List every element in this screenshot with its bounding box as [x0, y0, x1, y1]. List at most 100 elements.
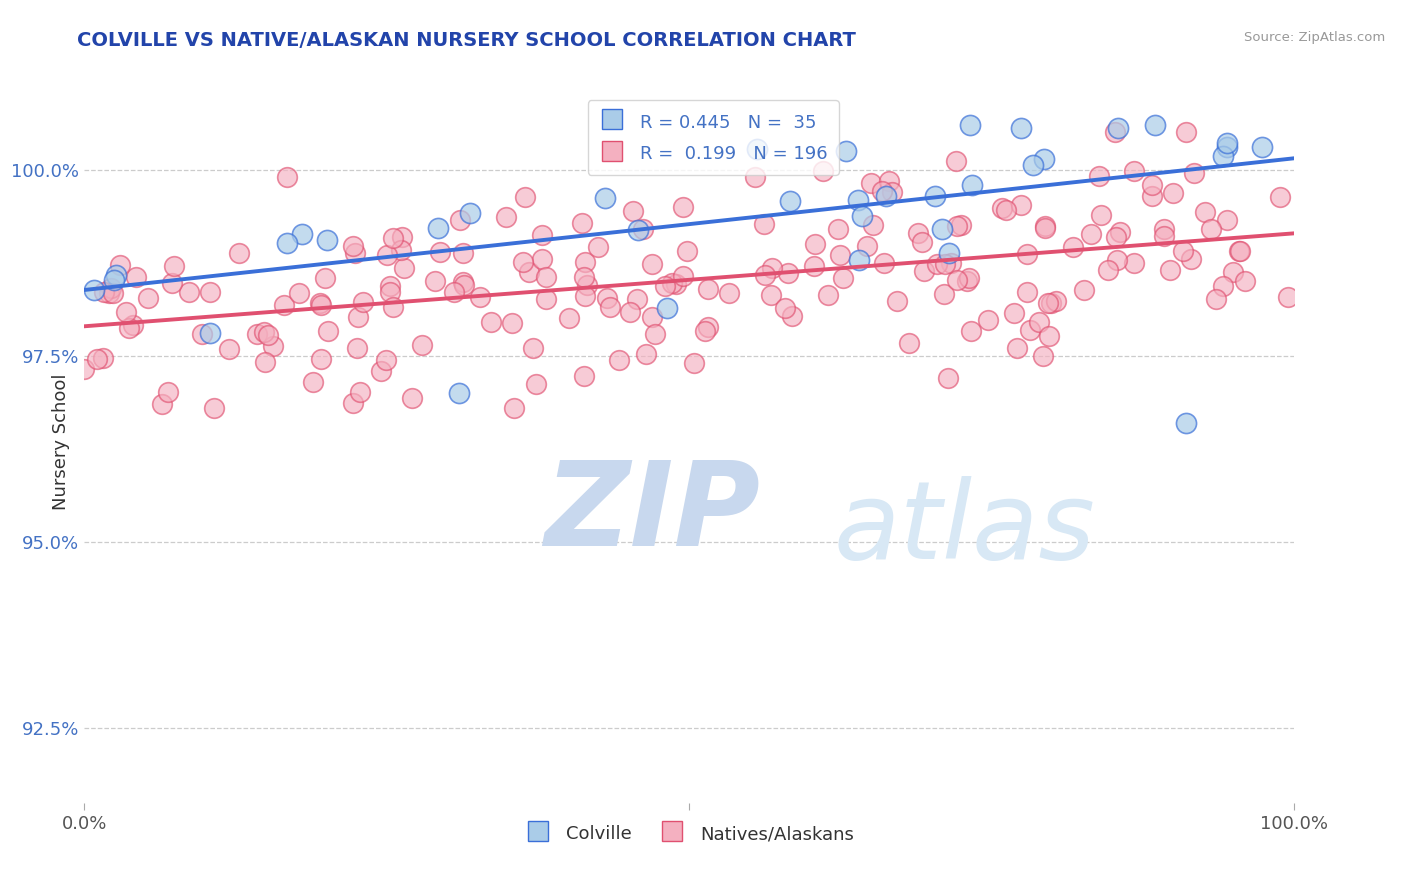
Point	[607, 352, 630, 367]
Point	[1033, 219, 1056, 234]
Point	[927, 257, 949, 271]
Point	[479, 315, 502, 329]
Point	[163, 259, 186, 273]
Point	[347, 310, 370, 325]
Text: COLVILLE VS NATIVE/ALASKAN NURSERY SCHOOL CORRELATION CHART: COLVILLE VS NATIVE/ALASKAN NURSERY SCHOO…	[77, 31, 856, 50]
Point	[468, 290, 491, 304]
Point	[378, 285, 401, 299]
Point	[451, 275, 474, 289]
Point	[451, 246, 474, 260]
Point	[1153, 221, 1175, 235]
Point	[453, 278, 475, 293]
Point	[246, 326, 269, 341]
Point	[626, 292, 648, 306]
Point	[870, 184, 893, 198]
Point	[1227, 244, 1250, 259]
Point	[924, 189, 946, 203]
Point	[640, 310, 662, 325]
Point	[160, 276, 183, 290]
Point	[936, 371, 959, 385]
Point	[391, 230, 413, 244]
Point	[950, 219, 973, 233]
Point	[574, 288, 596, 302]
Point	[101, 285, 124, 300]
Point	[827, 222, 849, 236]
Point	[745, 141, 768, 155]
Point	[315, 233, 337, 247]
Point	[599, 300, 621, 314]
Point	[811, 163, 834, 178]
Point	[218, 343, 240, 357]
Point	[1022, 158, 1045, 172]
Point	[911, 235, 934, 249]
Legend: Colville, Natives/Alaskans: Colville, Natives/Alaskans	[517, 815, 860, 852]
Point	[945, 219, 967, 234]
Point	[1018, 323, 1040, 337]
Point	[636, 347, 658, 361]
Point	[682, 356, 704, 370]
Point	[1144, 118, 1167, 132]
Point	[1216, 212, 1239, 227]
Point	[91, 351, 114, 366]
Point	[661, 276, 683, 290]
Point	[342, 396, 364, 410]
Point	[343, 245, 366, 260]
Point	[834, 144, 856, 158]
Point	[122, 318, 145, 332]
Point	[200, 326, 222, 340]
Point	[228, 246, 250, 260]
Point	[860, 176, 883, 190]
Point	[150, 397, 173, 411]
Point	[522, 341, 544, 355]
Point	[1216, 140, 1239, 154]
Point	[718, 285, 741, 300]
Point	[1002, 306, 1025, 320]
Point	[378, 279, 401, 293]
Point	[346, 342, 368, 356]
Point	[449, 213, 471, 227]
Point	[1107, 252, 1129, 267]
Point	[990, 201, 1012, 215]
Point	[977, 312, 1000, 326]
Point	[309, 352, 332, 367]
Point	[1073, 283, 1095, 297]
Point	[276, 170, 298, 185]
Point	[513, 190, 536, 204]
Point	[1182, 166, 1205, 180]
Point	[886, 294, 908, 309]
Point	[136, 291, 159, 305]
Point	[1216, 136, 1239, 150]
Point	[191, 327, 214, 342]
Point	[848, 253, 870, 268]
Point	[381, 231, 404, 245]
Point	[644, 327, 666, 342]
Point	[754, 268, 776, 282]
Point	[1109, 225, 1132, 239]
Point	[254, 355, 277, 369]
Point	[773, 301, 796, 315]
Point	[780, 309, 803, 323]
Point	[571, 216, 593, 230]
Point	[125, 269, 148, 284]
Point	[803, 236, 825, 251]
Point	[898, 335, 921, 350]
Point	[912, 264, 935, 278]
Point	[959, 118, 981, 132]
Point	[1107, 121, 1129, 136]
Point	[517, 265, 540, 279]
Point	[744, 170, 766, 185]
Point	[449, 386, 471, 401]
Point	[100, 281, 122, 295]
Point	[655, 301, 678, 315]
Point	[98, 286, 121, 301]
Point	[287, 285, 309, 300]
Point	[572, 368, 595, 383]
Point	[1180, 252, 1202, 266]
Point	[93, 285, 115, 299]
Point	[302, 376, 325, 390]
Point	[530, 252, 553, 266]
Point	[697, 282, 720, 296]
Point	[534, 269, 557, 284]
Point	[177, 285, 200, 300]
Point	[621, 204, 644, 219]
